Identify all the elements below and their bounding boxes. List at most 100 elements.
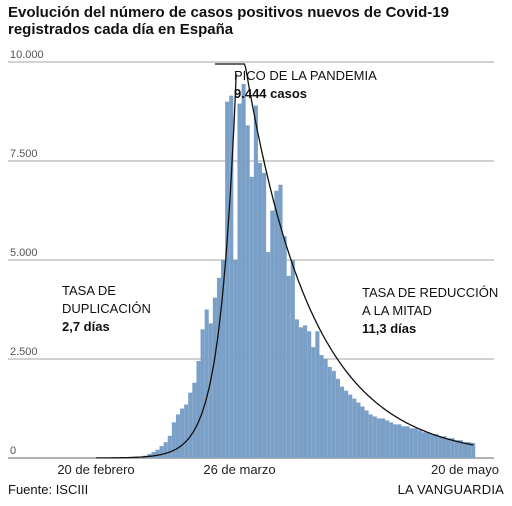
bar	[385, 420, 390, 458]
doubling-annotation-line2: DUPLICACIÓN	[62, 301, 151, 316]
bar	[311, 347, 316, 458]
bar	[323, 359, 328, 458]
bar	[339, 386, 345, 458]
x-tick-label: 20 de febrero	[57, 462, 134, 477]
bar	[458, 440, 463, 458]
bar	[192, 382, 197, 458]
bar	[159, 446, 164, 458]
bar	[188, 392, 193, 458]
bar	[421, 432, 427, 458]
bar	[163, 442, 168, 458]
peak-annotation-line1: PICO DE LA PANDEMIA	[234, 68, 377, 83]
bar	[221, 260, 226, 458]
bar	[344, 390, 349, 458]
bar	[225, 101, 230, 458]
bar	[294, 319, 299, 458]
bar	[175, 414, 181, 458]
halving-annotation-value: 11,3 días	[362, 321, 416, 336]
bar	[307, 331, 312, 458]
halving-annotation-line2: A LA MITAD	[362, 303, 432, 318]
x-tick-labels: 20 de febrero 26 de marzo 20 de mayo	[57, 462, 499, 477]
bar	[364, 410, 369, 458]
y-tick-label: 7.500	[10, 148, 38, 160]
bar	[245, 125, 250, 459]
bar	[389, 422, 394, 458]
bar	[241, 84, 246, 458]
bar	[360, 406, 365, 458]
bar	[450, 438, 455, 458]
y-tick-label: 10.000	[10, 49, 44, 61]
y-tick-labels: 10.000 7.500 5.000 2.500 0	[10, 49, 44, 457]
bar	[471, 442, 476, 458]
bar	[417, 430, 422, 458]
title-line-2: registrados cada día en España	[8, 21, 234, 38]
bar	[426, 432, 431, 458]
bar	[266, 252, 271, 458]
bar	[442, 436, 447, 458]
bar	[438, 436, 443, 458]
bar	[462, 442, 468, 458]
bar	[171, 422, 176, 458]
bar	[286, 275, 291, 458]
bar	[196, 360, 201, 458]
bar	[237, 103, 242, 458]
bar	[253, 105, 258, 458]
bar	[315, 331, 320, 458]
doubling-curve	[96, 73, 237, 459]
bar	[376, 418, 381, 458]
peak-annotation-value: 9.444 casos	[234, 86, 307, 101]
bar	[167, 435, 172, 458]
bar	[303, 325, 308, 458]
bar	[348, 394, 353, 458]
x-tick-label: 26 de marzo	[203, 462, 275, 477]
title-line-1: Evolución del número de casos positivos …	[8, 4, 449, 21]
bar	[319, 355, 324, 458]
bar-series	[122, 84, 476, 459]
bar	[368, 414, 373, 458]
halving-curve	[214, 63, 474, 446]
brand-label: LA VANGUARDIA	[397, 482, 504, 497]
bar	[409, 428, 414, 458]
bar	[151, 452, 156, 458]
bar	[380, 418, 386, 458]
bar	[405, 426, 410, 458]
bar	[290, 260, 295, 458]
bar	[413, 428, 418, 458]
doubling-annotation-line1: TASA DE	[62, 283, 116, 298]
y-tick-label: 0	[10, 445, 16, 457]
bar	[155, 449, 160, 458]
bar	[372, 416, 377, 458]
bar	[331, 370, 336, 458]
bar	[270, 210, 275, 458]
x-tick-label: 20 de mayo	[431, 462, 499, 477]
bar	[278, 184, 283, 458]
bar	[212, 297, 217, 458]
bar	[180, 408, 185, 458]
bar	[434, 434, 439, 458]
bar	[208, 323, 213, 458]
bar	[298, 327, 304, 458]
bar	[401, 426, 406, 458]
bar	[446, 438, 451, 458]
bar	[262, 172, 267, 458]
bar	[327, 366, 332, 458]
bar	[467, 442, 472, 458]
bar	[274, 190, 279, 458]
bar	[257, 162, 263, 459]
y-tick-label: 2.500	[10, 346, 38, 358]
bar	[397, 424, 402, 458]
halving-annotation-line1: TASA DE REDUCCIÓN	[362, 285, 498, 300]
chart-title: Evolución del número de casos positivos …	[8, 4, 478, 38]
doubling-annotation-value: 2,7 días	[62, 319, 110, 334]
bar	[430, 434, 435, 458]
bar	[249, 176, 254, 458]
bar	[216, 277, 222, 458]
bar	[200, 329, 205, 458]
bar	[282, 236, 287, 458]
bar	[454, 440, 459, 458]
bar	[335, 378, 340, 458]
y-tick-label: 5.000	[10, 247, 38, 259]
bar	[229, 95, 234, 458]
bar	[204, 309, 209, 458]
